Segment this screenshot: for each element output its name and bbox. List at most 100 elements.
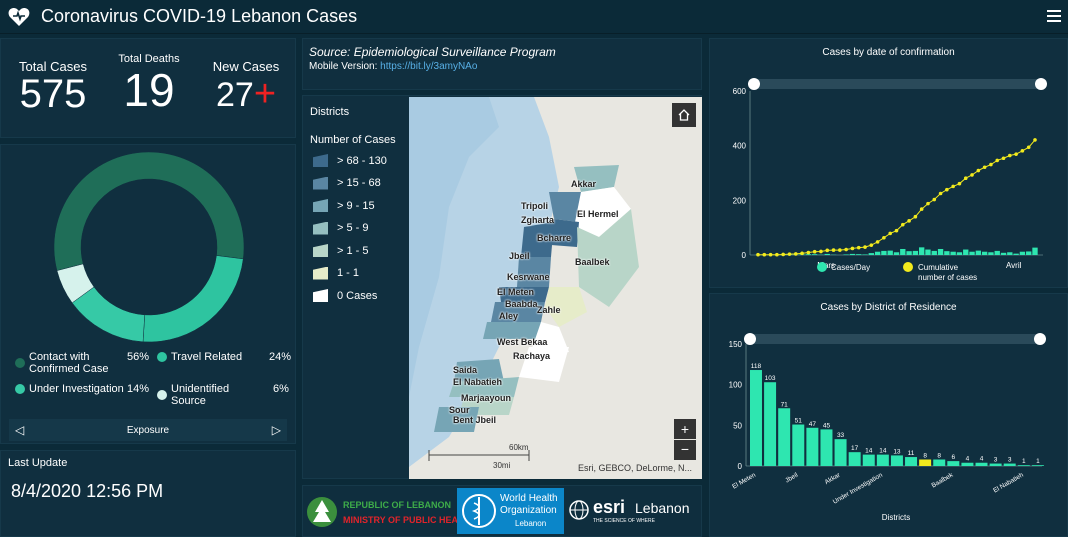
daily-bar[interactable] <box>881 250 887 255</box>
prev-arrow-icon[interactable]: ◁ <box>15 423 25 437</box>
cumulative-point[interactable] <box>1033 138 1037 142</box>
cumulative-point[interactable] <box>926 201 930 206</box>
map-view[interactable]: Akkar Tripoli Zgharta El Hermel Bcharre Jbeil… <box>409 97 702 479</box>
daily-bar[interactable] <box>1000 252 1007 255</box>
district-bar[interactable] <box>750 370 762 466</box>
cumulative-point[interactable] <box>838 248 842 252</box>
cumulative-point[interactable] <box>932 197 937 202</box>
daily-bar[interactable] <box>944 251 950 255</box>
district-bar[interactable] <box>778 408 791 466</box>
cumulative-point[interactable] <box>989 162 993 167</box>
daily-bar[interactable] <box>963 249 969 255</box>
district-bar[interactable] <box>947 461 960 466</box>
bar-range-slider-end-handle[interactable] <box>1034 333 1046 345</box>
daily-bar[interactable] <box>887 250 893 255</box>
district-bar[interactable] <box>834 439 847 466</box>
cumulative-point[interactable] <box>793 252 798 256</box>
district-bar[interactable] <box>905 457 918 466</box>
cumulative-point[interactable] <box>1020 149 1025 153</box>
daily-bar[interactable] <box>925 249 931 255</box>
daily-bar[interactable] <box>956 252 963 255</box>
cumulative-point[interactable] <box>963 176 968 180</box>
bar-range-slider-start-handle[interactable] <box>744 333 756 345</box>
mobile-version-link[interactable]: https://bit.ly/3amyNAo <box>380 61 478 72</box>
daily-bar[interactable] <box>874 251 881 255</box>
cumulative-point[interactable] <box>806 250 811 255</box>
daily-bar[interactable] <box>975 250 982 255</box>
district-bar[interactable] <box>975 462 988 466</box>
cumulative-point[interactable] <box>907 219 911 223</box>
cumulative-point[interactable] <box>1008 153 1012 158</box>
daily-bar[interactable] <box>1007 252 1013 255</box>
cumulative-point[interactable] <box>787 252 792 256</box>
cumulative-point[interactable] <box>1026 145 1031 150</box>
district-bar[interactable] <box>764 382 777 466</box>
district-bar[interactable] <box>933 459 946 466</box>
district-bar[interactable] <box>1017 465 1030 466</box>
cumulative-point[interactable] <box>875 240 880 244</box>
daily-bar[interactable] <box>856 254 862 255</box>
district-bar[interactable] <box>919 459 932 466</box>
cumulative-point[interactable] <box>831 248 836 252</box>
daily-bar[interactable] <box>805 254 812 255</box>
cumulative-point[interactable] <box>951 184 955 189</box>
cumulative-point[interactable] <box>888 231 893 236</box>
district-bar[interactable] <box>890 455 903 466</box>
cumulative-point[interactable] <box>781 252 785 257</box>
next-arrow-icon[interactable]: ▷ <box>271 423 281 437</box>
cumulative-point[interactable] <box>819 249 823 254</box>
cumulative-point[interactable] <box>919 207 924 211</box>
district-bar[interactable] <box>989 463 1002 466</box>
cumulative-point[interactable] <box>938 191 943 196</box>
daily-bar[interactable] <box>1013 253 1019 255</box>
daily-bar[interactable] <box>849 253 856 255</box>
hamburger-menu-icon[interactable] <box>1046 6 1062 26</box>
daily-bar[interactable] <box>931 250 937 255</box>
zoom-in-button[interactable]: + <box>674 419 696 439</box>
daily-bar[interactable] <box>893 252 900 255</box>
cumulative-point[interactable] <box>913 214 918 219</box>
daily-bar[interactable] <box>937 248 944 255</box>
cumulative-point[interactable] <box>775 252 779 257</box>
donut-slice-0[interactable] <box>53 151 245 271</box>
district-bar[interactable] <box>1031 465 1044 466</box>
daily-bar[interactable] <box>919 247 925 255</box>
cumulative-point[interactable] <box>995 158 1000 163</box>
district-bar[interactable] <box>862 454 875 466</box>
bar-range-slider-track[interactable] <box>746 334 1042 344</box>
home-button[interactable] <box>672 103 696 127</box>
zoom-out-button[interactable]: − <box>674 440 696 460</box>
daily-bar[interactable] <box>868 253 874 255</box>
daily-bar[interactable] <box>1032 247 1038 255</box>
cumulative-point[interactable] <box>756 252 760 257</box>
cumulative-point[interactable] <box>869 243 874 247</box>
daily-bar[interactable] <box>1019 251 1026 255</box>
daily-bar[interactable] <box>994 250 1000 255</box>
cumulative-point[interactable] <box>800 251 804 256</box>
cumulative-point[interactable] <box>982 165 987 170</box>
cumulative-point[interactable] <box>768 252 773 257</box>
district-bar[interactable] <box>848 452 861 466</box>
cumulative-point[interactable] <box>762 252 767 257</box>
cumulative-point[interactable] <box>900 222 905 227</box>
daily-bar[interactable] <box>843 254 849 255</box>
cumulative-point[interactable] <box>844 247 848 252</box>
cumulative-point[interactable] <box>957 181 962 186</box>
donut-slice-1[interactable] <box>142 255 244 343</box>
daily-bar[interactable] <box>981 251 988 255</box>
daily-bar[interactable] <box>906 251 912 255</box>
cumulative-point[interactable] <box>856 245 861 250</box>
daily-bar[interactable] <box>1026 251 1032 255</box>
exposure-donut-chart[interactable] <box>1 145 297 345</box>
district-bar[interactable] <box>961 462 974 466</box>
cumulative-point[interactable] <box>825 248 830 253</box>
daily-bar[interactable] <box>969 251 975 255</box>
range-slider-end-handle[interactable] <box>1035 78 1047 90</box>
district-bar[interactable] <box>1003 463 1016 466</box>
daily-bar[interactable] <box>862 254 868 255</box>
daily-bar[interactable] <box>900 248 906 255</box>
range-slider-track[interactable] <box>750 79 1043 89</box>
daily-bar[interactable] <box>811 254 818 255</box>
district-bar[interactable] <box>820 429 833 466</box>
date-line-chart[interactable]: 0200400600MarsAvrilCases/DayCumulativenu… <box>710 49 1067 289</box>
